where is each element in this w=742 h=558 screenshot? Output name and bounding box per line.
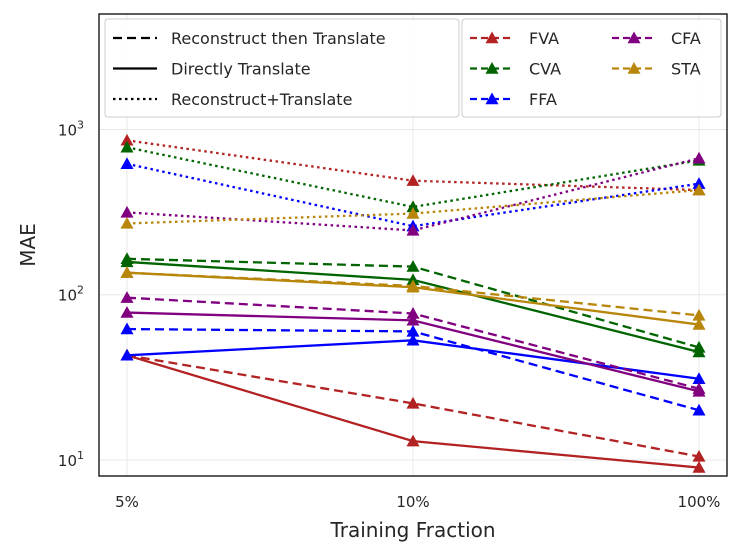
- legend-label: CFA: [671, 29, 701, 48]
- data-point-marker: [406, 273, 420, 286]
- x-tick-labels: 5% 10% 100%: [115, 493, 720, 511]
- data-point-marker: [406, 200, 420, 213]
- x-tick-label: 100%: [678, 493, 721, 511]
- x-tick-label: 5%: [115, 493, 139, 511]
- data-point-marker: [120, 322, 134, 335]
- data-point-marker: [406, 260, 420, 272]
- data-point-marker: [406, 174, 420, 186]
- data-point-marker: [692, 449, 706, 462]
- series-sta-dotted: [120, 183, 706, 229]
- series-legend: FVA CFA CVA STA FFA: [461, 18, 722, 118]
- legend-marker: [485, 92, 499, 105]
- y-tick-labels: 101 102 103: [58, 119, 84, 470]
- data-point-marker: [120, 291, 134, 303]
- data-point-marker: [120, 133, 134, 146]
- linestyle-legend: Reconstruct then Translate Directly Trans…: [104, 18, 460, 118]
- data-point-marker: [406, 280, 420, 293]
- y-tick-label: 103: [58, 119, 84, 140]
- series-line: [126, 146, 700, 209]
- data-point-marker: [120, 216, 134, 229]
- data-point-marker: [692, 461, 706, 473]
- data-point-marker: [120, 348, 134, 361]
- y-tick-label: 102: [58, 284, 84, 305]
- data-point-marker: [120, 140, 134, 153]
- legend-marker: [485, 31, 499, 44]
- legend-marker: [485, 62, 499, 74]
- data-point-marker: [692, 318, 706, 330]
- x-axis-label: Training Fraction: [329, 518, 495, 542]
- series-cfa-dotted: [120, 151, 706, 236]
- data-point-marker: [120, 157, 134, 170]
- series-layer: [120, 133, 706, 473]
- legend-label: CVA: [529, 60, 561, 79]
- data-point-marker: [406, 324, 420, 337]
- data-point-marker: [692, 372, 706, 384]
- series-ffa-dashed: [120, 322, 706, 416]
- legend-marker: [627, 31, 641, 44]
- plot-frame: [98, 13, 728, 477]
- data-point-marker: [692, 384, 706, 397]
- data-point-marker: [406, 306, 420, 319]
- data-point-marker: [692, 151, 706, 164]
- legend-box: [461, 18, 722, 118]
- data-point-marker: [692, 177, 706, 189]
- x-tick-label: 10%: [396, 493, 429, 511]
- y-tick-label: 101: [58, 449, 84, 470]
- series-sta-solid: [120, 266, 706, 330]
- data-point-marker: [406, 313, 420, 326]
- legend-label: FFA: [529, 90, 557, 109]
- series-line: [126, 162, 700, 228]
- data-point-marker: [406, 333, 420, 346]
- series-cfa-solid: [120, 306, 706, 397]
- data-point-marker: [406, 434, 420, 447]
- data-point-marker: [120, 306, 134, 318]
- legend-label: Directly Translate: [171, 60, 311, 79]
- data-point-marker: [692, 403, 706, 416]
- series-line: [126, 354, 700, 458]
- y-axis-label: MAE: [16, 223, 40, 267]
- data-point-marker: [692, 308, 706, 321]
- data-point-marker: [692, 183, 706, 196]
- data-point-marker: [120, 255, 134, 268]
- legend-label: Reconstruct then Translate: [171, 29, 386, 48]
- legend-label: STA: [671, 60, 701, 79]
- data-point-marker: [692, 345, 706, 358]
- data-point-marker: [120, 266, 134, 278]
- legend-label: FVA: [529, 29, 559, 48]
- legend-marker: [627, 62, 641, 74]
- legend-box: [104, 18, 460, 118]
- data-point-marker: [406, 223, 420, 236]
- data-point-marker: [120, 205, 134, 218]
- series-ffa-solid: [120, 333, 706, 384]
- data-point-marker: [406, 396, 420, 409]
- data-point-marker: [406, 207, 420, 219]
- legend-label: Reconstruct+Translate: [171, 90, 352, 109]
